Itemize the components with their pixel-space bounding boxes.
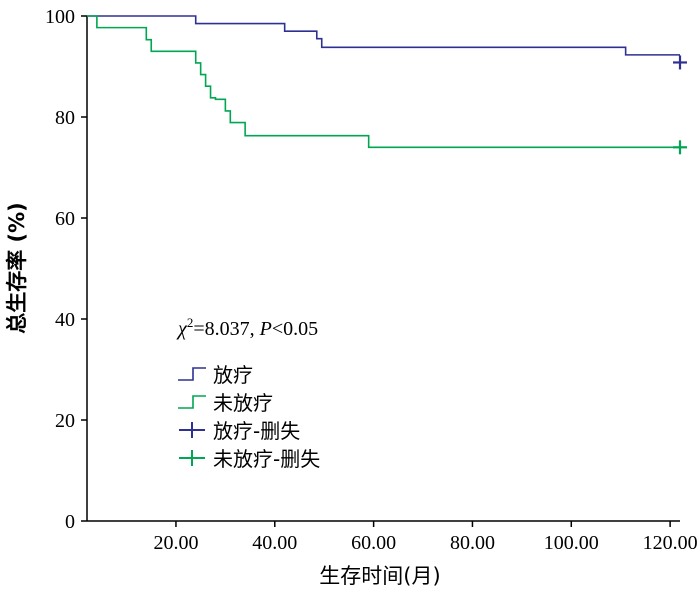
y-tick-label: 100 [45, 6, 75, 28]
survival-curves [87, 15, 687, 155]
legend-item: 未放疗 [178, 391, 273, 415]
censor-marker [673, 140, 687, 155]
y-axis-label: 总生存率 (%) [5, 202, 29, 334]
legend-item: 放疗-删失 [179, 419, 300, 443]
legend-label: 放疗 [213, 363, 253, 387]
legend-item: 放疗 [178, 363, 253, 387]
legend-step-icon [178, 395, 206, 409]
x-tick-label: 120.00 [643, 532, 698, 554]
chi-value: =8.037, [193, 318, 259, 340]
chi-square-annotation: χ2=8.037, P<0.05 [176, 315, 318, 340]
y-tick-label: 80 [55, 107, 75, 129]
p-symbol: P [259, 318, 272, 340]
axes: 0 20 40 60 80 100 20.00 40.00 60.00 80.00 100.00 12… [45, 6, 698, 554]
legend-step-icon [178, 367, 206, 381]
x-axis-label: 生存时间(月) [319, 564, 440, 588]
legend-label: 放疗-删失 [213, 419, 300, 443]
x-tick-label: 60.00 [351, 532, 396, 554]
y-tick-label: 20 [55, 410, 75, 432]
chi-symbol: χ [176, 318, 188, 340]
legend-label: 未放疗 [213, 391, 273, 415]
survival-curve-series-1 [87, 15, 680, 56]
y-tick-label: 0 [65, 511, 75, 533]
x-tick-label: 100.00 [544, 532, 599, 554]
y-tick-label: 40 [55, 309, 75, 331]
legend-label: 未放疗-删失 [213, 447, 320, 471]
y-tick-label: 60 [55, 208, 75, 230]
legend-item: 未放疗-删失 [179, 447, 320, 471]
x-tick-label: 80.00 [450, 532, 495, 554]
survival-curve-series-2 [87, 15, 680, 149]
censor-marker [673, 55, 687, 70]
p-value: <0.05 [272, 318, 318, 340]
x-tick-label: 20.00 [153, 532, 198, 554]
chi-superscript: 2 [187, 315, 194, 330]
stat-annotation: χ2=8.037, P<0.05 [176, 315, 318, 340]
x-tick-label: 40.00 [252, 532, 297, 554]
